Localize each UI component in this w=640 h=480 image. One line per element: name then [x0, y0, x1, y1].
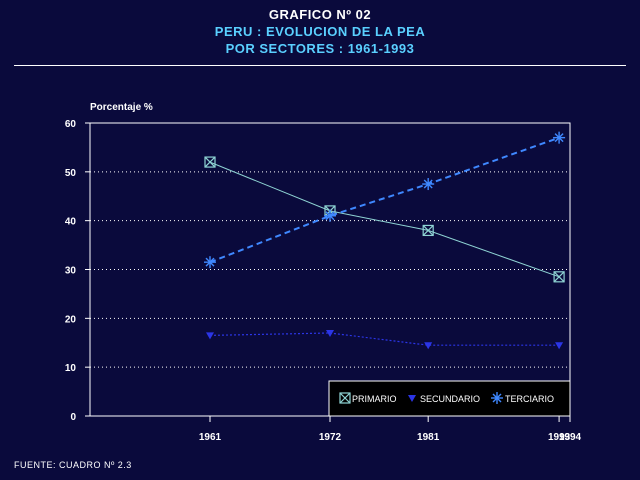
- point-secundario-1961: [206, 332, 214, 340]
- series-line-primario: [209, 161, 560, 278]
- x-tick-label-1981: 1981: [417, 432, 440, 443]
- legend-marker-secundario: [408, 395, 416, 402]
- y-tick-label-50: 50: [65, 168, 77, 179]
- header-divider: [14, 65, 626, 66]
- y-tick-label-30: 30: [65, 266, 77, 277]
- legend-label-terciario: TERCIARIO: [505, 394, 554, 404]
- source-note: FUENTE: CUADRO Nº 2.3: [14, 460, 132, 470]
- y-tick-label-0: 0: [70, 412, 76, 423]
- legend-label-primario: PRIMARIO: [352, 394, 397, 404]
- point-primario-1981: [422, 224, 434, 237]
- series-line-secundario: [209, 332, 560, 346]
- legend-label-secundario: SECUNDARIO: [420, 394, 480, 404]
- chart-subtitle: POR SECTORES : 1961-1993: [225, 41, 415, 56]
- y-tick-label-40: 40: [65, 217, 77, 228]
- point-terciario-1961: [204, 256, 216, 269]
- legend-box: [328, 380, 571, 417]
- y-tick-label-20: 20: [65, 314, 77, 325]
- y-tick-label-60: 60: [65, 119, 77, 130]
- point-primario-1993: [553, 271, 565, 283]
- chart-header: GRAFICO Nº 02 PERU : EVOLUCION DE LA PEA…: [0, 6, 640, 57]
- x-tick-label-1961: 1961: [199, 432, 222, 443]
- point-secundario-1993: [555, 342, 564, 350]
- legend-marker-primario: [339, 392, 351, 404]
- x-tick-label-1993: 1993: [548, 432, 571, 443]
- point-secundario-1981: [424, 342, 433, 350]
- y-axis-label: Porcentaje %: [90, 102, 153, 113]
- point-terciario-1972: [324, 209, 336, 222]
- y-tick-label-10: 10: [65, 363, 77, 374]
- chart-number: GRAFICO Nº 02: [268, 7, 372, 22]
- chart-title: PERU : EVOLUCION DE LA PEA: [214, 24, 426, 39]
- point-primario-1961: [204, 156, 216, 168]
- x-tick-label-1994: 1994: [559, 432, 582, 443]
- series-line-terciario: [209, 136, 560, 264]
- legend-marker-terciario: [491, 392, 503, 404]
- point-terciario-1981: [422, 178, 435, 191]
- point-secundario-1972: [326, 329, 334, 337]
- x-tick-label-1972: 1972: [319, 432, 342, 443]
- point-terciario-1993: [553, 131, 566, 144]
